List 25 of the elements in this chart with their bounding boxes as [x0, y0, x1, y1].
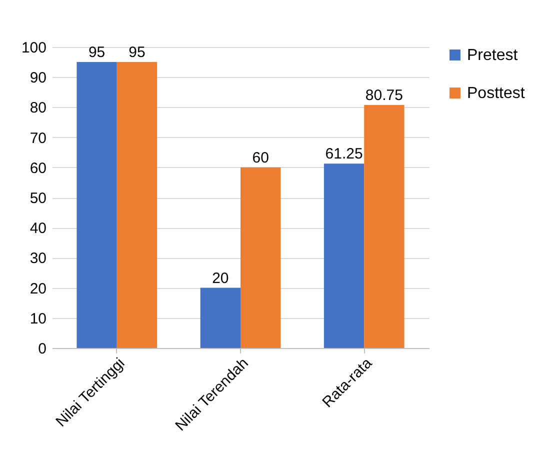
y-tick-label: 30 — [30, 250, 46, 268]
bar — [324, 164, 364, 348]
legend-label: Pretest — [467, 47, 518, 64]
data-label: 95 — [128, 44, 146, 62]
y-tick-label: 40 — [30, 220, 46, 238]
bar — [200, 288, 240, 348]
legend-label: Posttest — [467, 85, 526, 102]
data-label: 60 — [252, 149, 269, 166]
y-tick-label: 0 — [38, 340, 46, 358]
y-tick-label: 20 — [30, 280, 46, 298]
data-label: 80.75 — [365, 86, 403, 104]
data-label: 20 — [212, 270, 229, 287]
y-tick-label: 100 — [21, 40, 46, 56]
y-tick-label: 70 — [30, 130, 46, 147]
y-tick-label: 80 — [30, 100, 46, 117]
y-tick-label: 10 — [30, 310, 46, 328]
y-tick-label: 60 — [30, 160, 46, 177]
data-label: 95 — [88, 44, 106, 62]
y-tick-label: 50 — [30, 190, 46, 207]
y-tick-label: 90 — [30, 70, 46, 87]
bar — [364, 104, 404, 348]
data-label: 61.25 — [325, 146, 363, 163]
bar — [76, 62, 117, 348]
bar — [116, 62, 158, 348]
bar — [240, 167, 281, 348]
